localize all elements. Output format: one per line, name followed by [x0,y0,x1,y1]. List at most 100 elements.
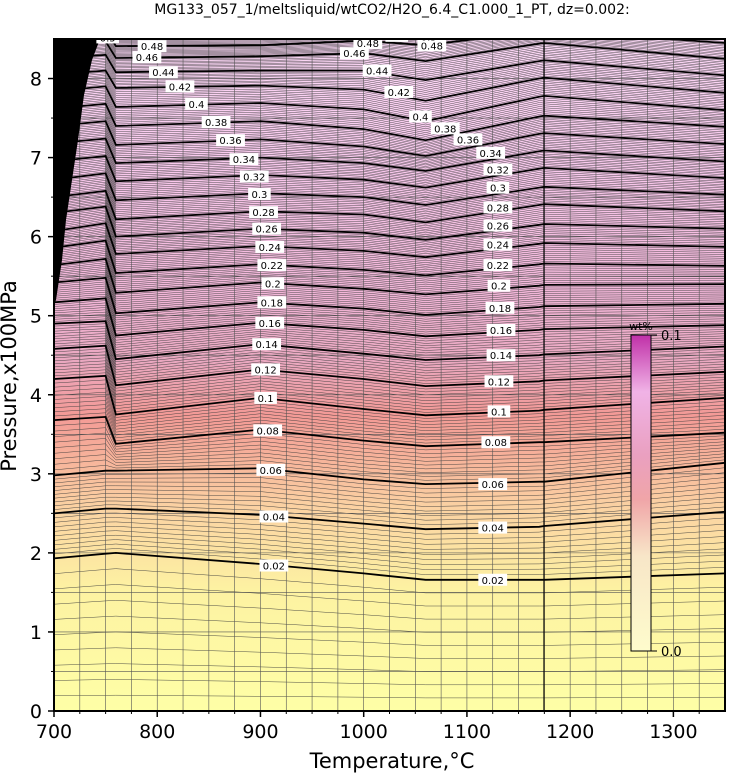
y-tick-label: 0 [30,701,42,723]
contour-label-box [478,521,508,534]
contour-line-0-5 [54,18,725,35]
contour-label: 0.34 [233,155,255,166]
contour-label: 0.08 [485,438,507,449]
contour-label-box [353,39,383,49]
contour-label: 0.06 [482,480,504,491]
contour-label: 0.5 [100,33,116,44]
contour-label-box [253,424,283,437]
contour-label-box [248,187,271,200]
contour-line-0-12 [54,344,725,388]
contour-label-box [261,277,285,290]
contour-label-box [486,323,516,336]
contour-label-box [453,133,483,146]
contour-line-0-14 [54,320,725,361]
contour-label-box [430,122,460,135]
contour-label-box [478,573,508,586]
contour-label: 0.14 [256,340,278,351]
plot-area: 0.02 0.04 0.06 0.08 0.1 0.12 0.14 0.16 0.18 0.2 0.… [54,18,725,711]
contour-line-0-26 [54,205,725,241]
contour-label: 0.48 [357,39,379,50]
contour-line-0-04 [54,507,725,531]
contour-line-0-1 [54,374,725,417]
contour-label-box [96,39,119,44]
minor-contour-line [115,39,247,40]
contour-label: 0.3 [490,184,506,195]
contour-label-box [256,463,286,476]
contour-label: 0.42 [388,88,410,99]
contour-label: 0.24 [487,241,509,252]
contour-label: 0.36 [219,136,241,147]
contour-line-0-38 [54,102,725,142]
contour-label-box [476,146,506,159]
contour-label-box [185,97,208,110]
contour-label: 0.02 [263,562,285,573]
contour-label-box [254,391,277,404]
contour-label: 0.28 [487,203,509,214]
x-tick-label: 800 [139,721,175,743]
contour-label: 0.04 [263,513,285,524]
y-tick-label: 5 [30,306,42,328]
contour-label-box [485,301,515,314]
contour-label: 0.04 [482,524,504,535]
contour-label: 0.32 [243,173,265,184]
contour-label: 0.5 [389,32,405,43]
contour-label-box [251,363,281,376]
contour-label-box [249,206,278,219]
contour-label: 0.08 [257,426,279,437]
contour-line-0-32 [54,155,725,189]
contour-label: 0.12 [254,365,276,376]
contour-label-box [257,259,287,272]
x-tick-label: 1200 [546,721,594,743]
minor-contour-line [54,20,725,37]
contour-label: 0.48 [421,41,443,52]
contour-label-box [252,222,282,235]
x-tick-label: 1000 [340,721,388,743]
contour-label-box [201,116,231,129]
contour-label-box [385,39,409,42]
contour-label-box [165,80,195,93]
contour-label: 0.02 [482,576,504,587]
colorbar-unit-label: wt% [629,320,653,333]
contour-label-box [384,85,414,98]
contour-label-box [252,338,282,351]
contour-label: 0.5 [421,33,437,44]
contour-label-box [340,47,369,60]
contour-label: 0.06 [260,466,282,477]
x-tick-label: 1100 [443,721,491,743]
colorbar: wt% 0.1 0.0 [629,320,682,660]
contour-label: 0.26 [256,225,278,236]
x-axis: 700 800 900 1000 1100 1200 1300 [36,711,700,743]
contour-line-0-18 [54,276,725,316]
contour-label-box [257,296,287,309]
contour-label-box [255,316,285,329]
contour-label: 0.2 [491,282,507,293]
contour-label-box [132,51,162,64]
contour-label-box [255,240,285,253]
contour-label: 0.42 [169,82,191,93]
minor-contour-line [54,21,725,38]
x-tick-label: 700 [36,721,72,743]
contour-label: 0.4 [189,100,205,111]
contour-label-box [481,436,511,449]
contour-label-box [487,405,511,418]
contour-label: 0.2 [265,279,281,290]
contour-label-box [483,163,513,176]
contour-line-0-2 [54,257,725,296]
y-tick-label: 1 [30,622,42,644]
contour-label: 0.18 [489,304,511,315]
contour-label-box [487,279,511,292]
y-tick-label: 8 [30,69,42,91]
contour-line-0-34 [54,137,725,172]
contour-line-0-4 [54,85,725,123]
contour-label-box [483,201,513,214]
contour-label: 0.34 [480,149,502,160]
contour-label-box [216,134,245,147]
contour-label-box [483,259,513,272]
contour-label: 0.48 [141,42,163,53]
y-tick-label: 2 [30,543,42,565]
unstable-region [54,39,100,305]
chart-title: MG133_057_1/meltsliquid/wtCO2/H2O_6.4_C1… [154,2,629,18]
contour-label: 0.46 [343,49,365,60]
contour-label: 0.32 [487,165,509,176]
contour-label: 0.18 [261,298,283,309]
